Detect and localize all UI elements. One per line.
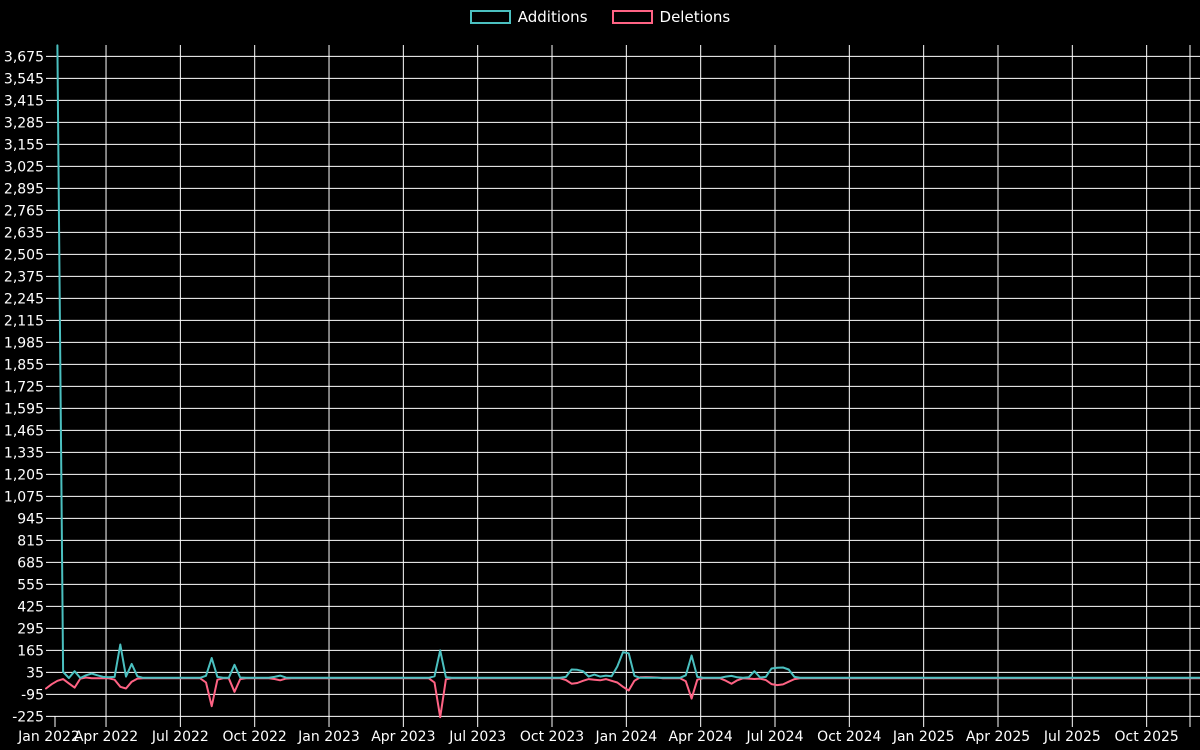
y-tick-label: 685 [17,555,44,571]
y-tick-label: 2,505 [4,247,44,263]
y-tick-label: -95 [21,687,44,703]
x-tick-label: Jan 2025 [892,729,955,745]
deletions-swatch [611,10,653,24]
y-tick-label: 2,765 [4,203,44,219]
y-tick-label: 425 [17,599,44,615]
additions-legend-label: Additions [517,8,588,26]
x-tick-label: Apr 2022 [74,729,138,745]
x-tick-label: Oct 2022 [223,729,287,745]
x-tick-label: Jul 2025 [1043,729,1101,745]
y-tick-label: 1,335 [4,445,44,461]
y-tick-label: 2,895 [4,181,44,197]
y-tick-label: 165 [17,643,44,659]
y-tick-label: 35 [26,665,44,681]
y-tick-label: 3,155 [4,137,44,153]
deletions-line-series [45,676,1200,719]
y-tick-label: 1,985 [4,335,44,351]
y-tick-label: 3,025 [4,159,44,175]
x-tick-label: Jul 2024 [746,729,804,745]
x-tick-label: Oct 2023 [520,729,584,745]
y-tick-label: 2,115 [4,313,44,329]
y-tick-label: 1,595 [4,401,44,417]
y-tick-label: 1,465 [4,423,44,439]
x-tick-label: Apr 2023 [371,729,435,745]
x-tick-label: Jul 2022 [151,729,209,745]
y-tick-label: 1,855 [4,357,44,373]
legend-item-additions[interactable]: Additions [469,8,588,26]
y-tick-label: 2,245 [4,291,44,307]
x-tick-label: Jan 2023 [297,729,360,745]
deletions-legend-label: Deletions [659,8,731,26]
chart-legend: Additions Deletions [0,8,1200,26]
y-tick-label: 3,285 [4,115,44,131]
y-tick-label: 555 [17,577,44,593]
y-tick-label: 1,205 [4,467,44,483]
y-tick-label: 295 [17,621,44,637]
additions-swatch [469,10,511,24]
x-tick-label: Oct 2024 [817,729,881,745]
y-tick-label: 3,545 [4,71,44,87]
y-tick-label: 3,415 [4,93,44,109]
y-tick-label: 945 [17,511,44,527]
y-tick-label: -225 [12,709,44,725]
y-tick-label: 1,075 [4,489,44,505]
x-tick-label: Apr 2024 [669,729,733,745]
additions-line-series [56,44,1200,679]
x-tick-label: Oct 2025 [1115,729,1179,745]
y-tick-label: 2,635 [4,225,44,241]
x-tick-label: Apr 2025 [966,729,1030,745]
y-tick-label: 815 [17,533,44,549]
legend-item-deletions[interactable]: Deletions [611,8,731,26]
x-tick-label: Jan 2022 [17,729,80,745]
y-tick-label: 3,675 [4,49,44,65]
y-tick-label: 1,725 [4,379,44,395]
x-tick-label: Jul 2023 [448,729,506,745]
x-tick-label: Jan 2024 [595,729,658,745]
y-tick-label: 2,375 [4,269,44,285]
